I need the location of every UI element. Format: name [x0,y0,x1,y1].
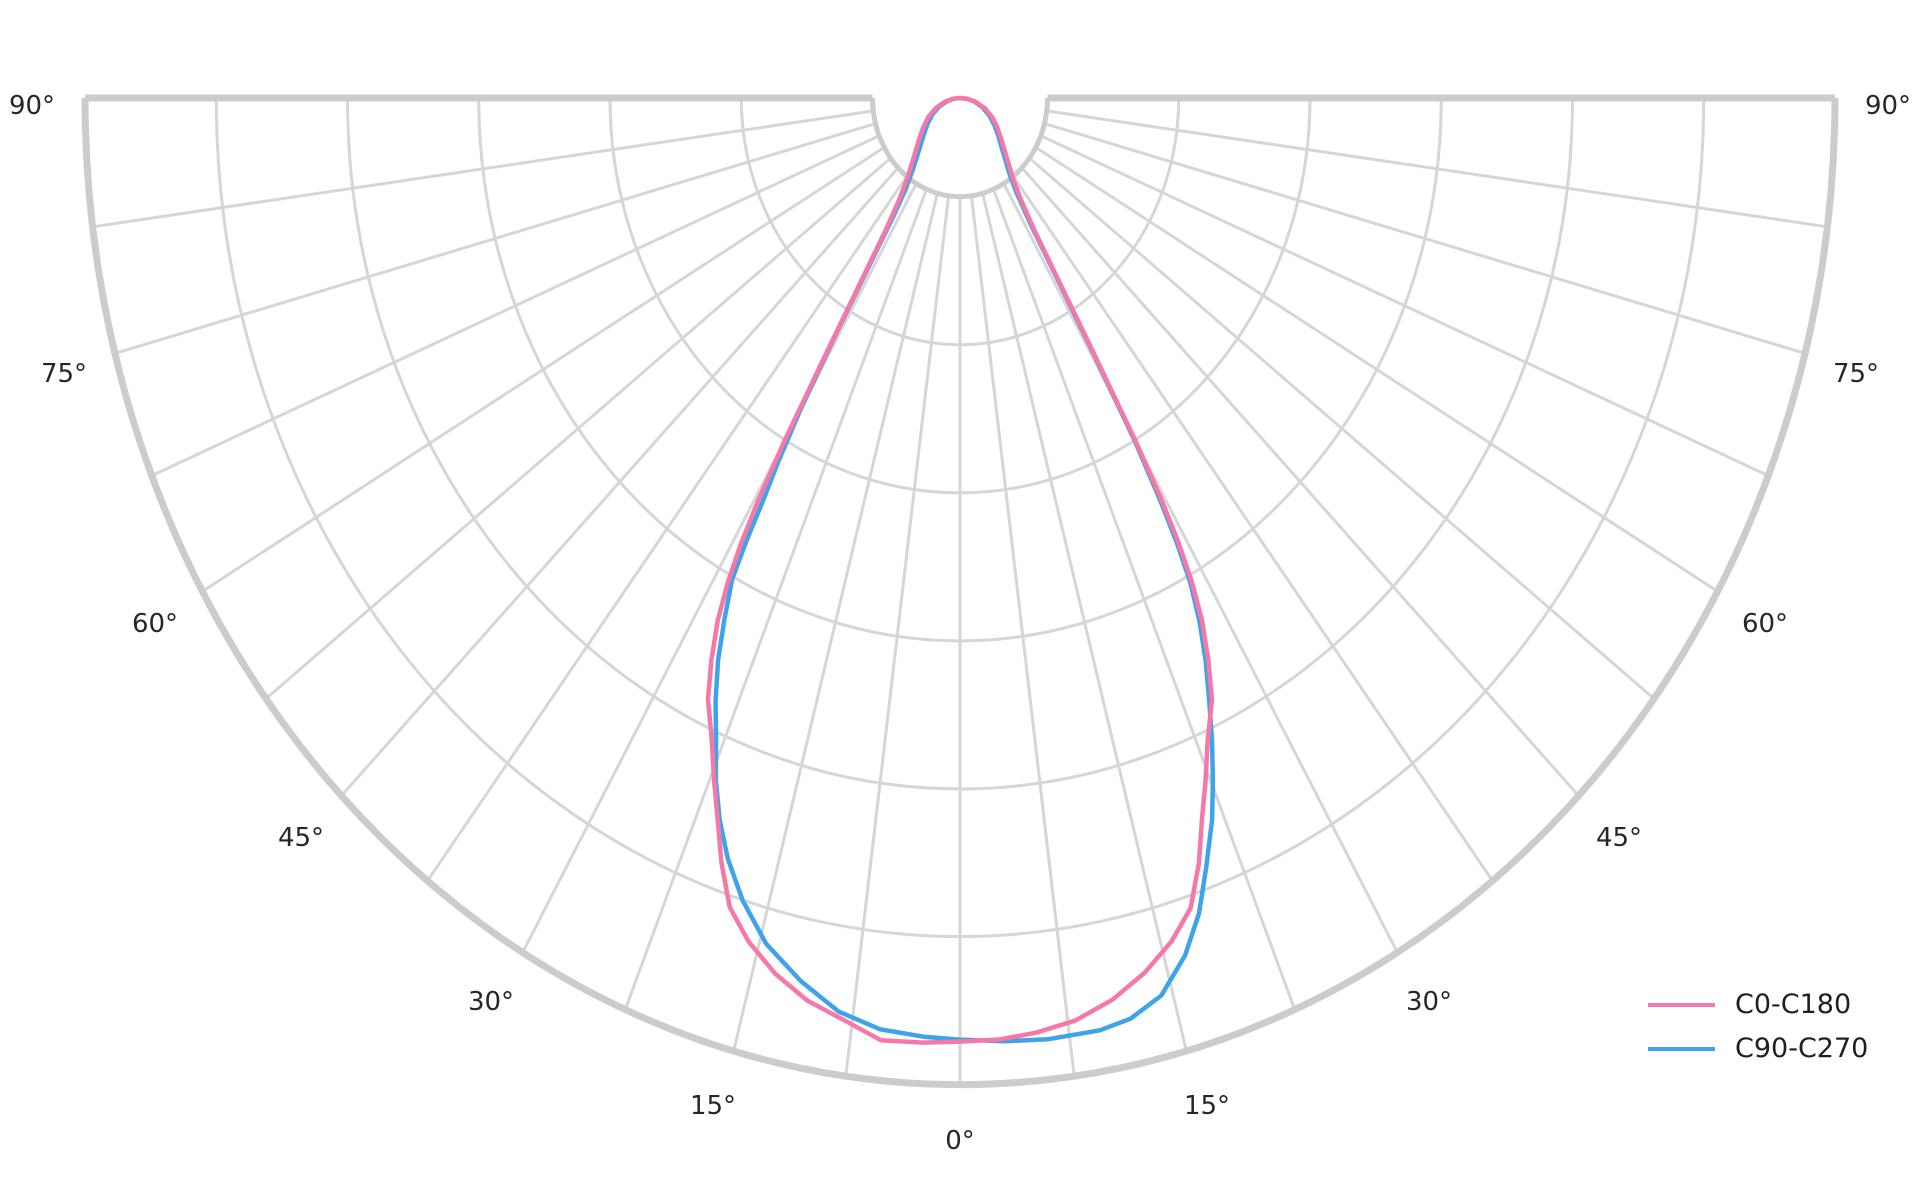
legend-item-c90-c270: C90-C270 [1648,1032,1868,1065]
radial-gridline [1020,166,1580,797]
c90-c270-line-icon [1648,1046,1715,1051]
radial-gridline [1034,146,1719,593]
angle-tick-label: 90° [1865,91,1911,121]
outer-boundary-arc [81,97,1839,1089]
angle-tick-label: 75° [41,359,87,389]
radial-gridline [981,192,1188,1052]
inner-hole-arc [870,97,1050,200]
angle-tick-label: 15° [690,1091,736,1121]
legend-label-c90-c270: C90-C270 [1735,1033,1869,1064]
radial-gridline [844,195,951,1077]
c0-c180-line-icon [1648,1002,1715,1007]
angle-tick-label: 0° [945,1126,975,1156]
radial-gridline [426,175,908,882]
radial-gridline [114,122,876,355]
angle-tick-label: 15° [1184,1091,1230,1121]
angle-tick-label: 45° [278,823,324,853]
chart-boundary [81,94,1839,1089]
beam-curves [705,95,1216,1045]
radial-gridline [1012,175,1494,882]
radial-gridline [992,188,1297,1011]
radial-gridline [623,188,928,1011]
radial-gridline [264,156,892,700]
radial-gridline [969,195,1076,1077]
radial-gridline [201,146,886,593]
curve-c0-c180 [705,95,1215,1045]
legend-item-c0-c180: C0-C180 [1648,988,1868,1021]
radial-gridline [1028,156,1656,700]
angle-tick-labels: 90° 75° 60° 45° 30° 15° 0° 15° 30° 45° 60° 75° 90° [9,91,1911,1156]
radial-gridlines [92,109,1828,1085]
radial-gridline [92,109,874,229]
angle-tick-label: 30° [468,987,514,1017]
legend-label-c0-c180: C0-C180 [1735,989,1852,1020]
angle-tick-label: 60° [132,609,178,639]
radial-gridline [1040,134,1770,478]
radial-gridline [732,192,939,1052]
radial-gridline [1002,182,1399,954]
radial-gridline [521,182,918,954]
radial-gridline [1046,109,1828,229]
radial-gridline [150,134,880,478]
angle-tick-label: 75° [1833,359,1879,389]
angle-tick-label: 60° [1742,609,1788,639]
angle-tick-label: 30° [1406,987,1452,1017]
angle-tick-label: 45° [1596,823,1642,853]
radial-gridline [340,166,900,797]
angle-tick-label: 90° [9,91,55,121]
radial-gridline [1044,122,1806,355]
legend: C0-C180 C90-C270 [1648,988,1868,1065]
